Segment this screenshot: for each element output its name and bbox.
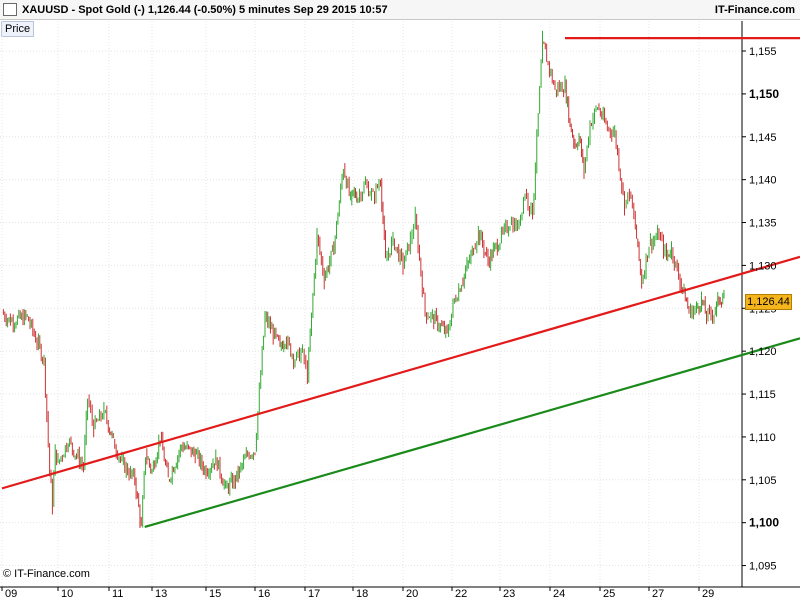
- brand-name: IT-Finance.com: [714, 4, 795, 16]
- x-tick-label: 20: [406, 588, 418, 600]
- price-candles: [2, 30, 725, 528]
- chart-header: XAUUSD - Spot Gold (-) 1,126.44 (-0.50%)…: [0, 0, 800, 20]
- y-tick-label: 1,130: [749, 260, 777, 272]
- y-tick-label: 1,105: [749, 475, 777, 487]
- y-tick-label: 1,120: [749, 346, 777, 358]
- chart-window-icon[interactable]: [3, 3, 17, 16]
- y-tick-label: 1,110: [749, 432, 776, 444]
- chart-grid: [0, 21, 742, 587]
- y-tick-label: 1,100: [749, 516, 779, 530]
- x-tick-label: 27: [652, 588, 664, 600]
- y-tick-label: 1,135: [749, 218, 777, 230]
- support-trendline: [144, 337, 800, 529]
- y-tick-label: 1,140: [749, 175, 777, 187]
- copyright-text: © IT-Finance.com: [3, 568, 90, 580]
- price-pane-label: Price: [1, 21, 35, 37]
- x-tick-label: 29: [702, 588, 714, 600]
- x-tick-label: 17: [308, 588, 320, 600]
- y-tick-label: 1,155: [749, 46, 777, 58]
- x-tick-label: 13: [155, 588, 167, 600]
- chart-axes: [0, 21, 800, 588]
- x-tick-label: 10: [61, 588, 73, 600]
- y-tick-label: 1,115: [749, 389, 776, 401]
- x-tick-label: 22: [455, 588, 467, 600]
- x-tick-label: 15: [209, 588, 221, 600]
- y-tick-label: 1,095: [749, 561, 777, 573]
- resistance-trendline: [1, 255, 800, 490]
- x-tick-label: 23: [503, 588, 515, 600]
- x-tick-label: 16: [258, 588, 270, 600]
- y-tick-label: 1,145: [749, 132, 777, 144]
- x-tick-label: 24: [553, 588, 565, 600]
- trendlines: [1, 37, 800, 529]
- last-price-tag: 1,126.44: [745, 294, 792, 310]
- x-axis-ticks: 09 10 11 13 15 16 17 18 20 22 23 24 25 27 29: [1, 587, 714, 600]
- x-tick-label: 18: [356, 588, 368, 600]
- x-tick-label: 11: [112, 588, 123, 600]
- x-tick-label: 09: [5, 588, 17, 600]
- x-tick-label: 25: [603, 588, 615, 600]
- y-tick-label: 1,150: [749, 87, 779, 101]
- chart-title: XAUUSD - Spot Gold (-) 1,126.44 (-0.50%)…: [22, 4, 388, 16]
